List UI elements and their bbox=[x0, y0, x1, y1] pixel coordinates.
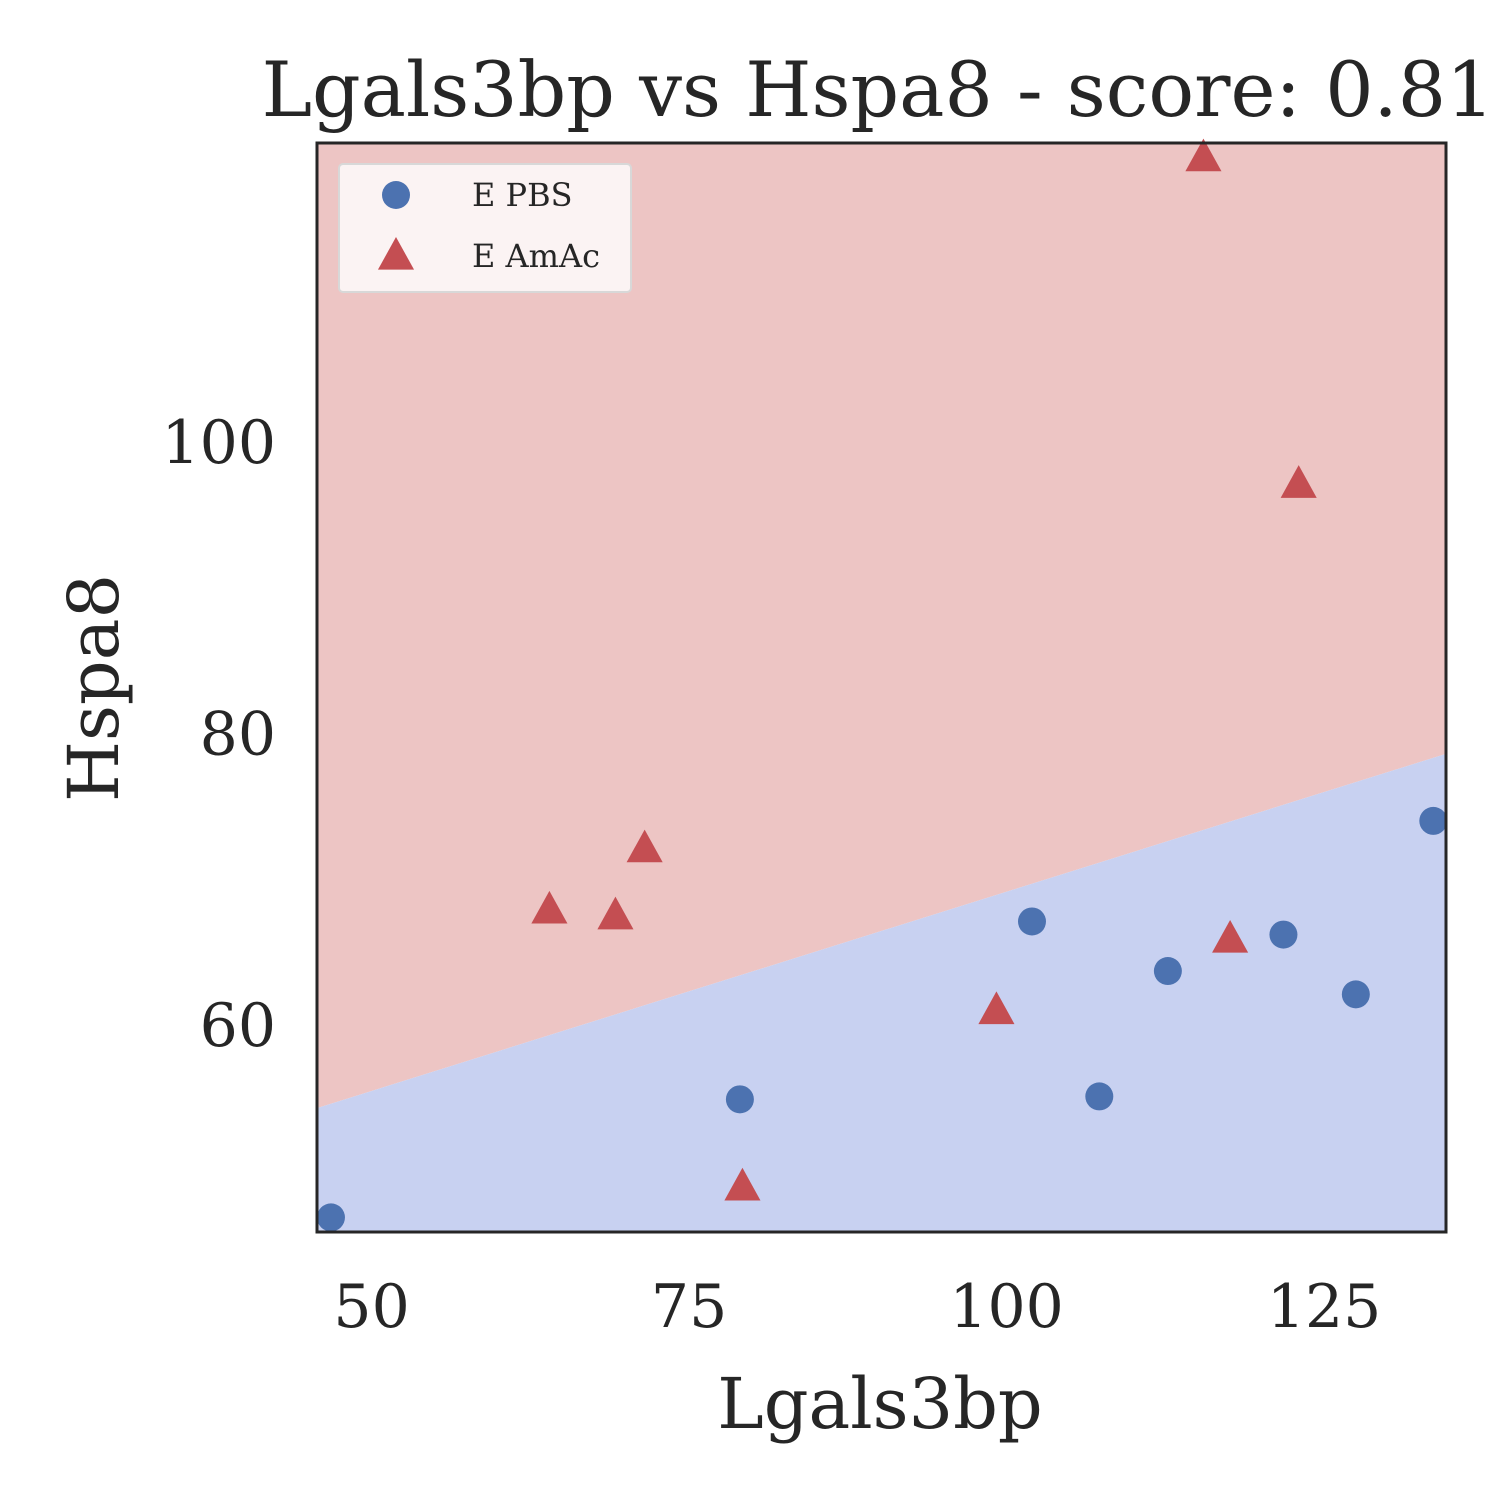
data-point-e-pbs bbox=[316, 1203, 345, 1232]
region-below-boundary bbox=[317, 753, 1446, 1232]
data-point-e-pbs bbox=[1085, 1082, 1114, 1111]
y-tick-label: 60 bbox=[200, 991, 276, 1061]
y-axis-ticks: 60 80 100 bbox=[161, 408, 276, 1061]
legend-box bbox=[338, 163, 632, 293]
chart-title: Lgals3bp vs Hspa8 - score: 0.81 bbox=[262, 45, 1495, 134]
data-point-e-amac bbox=[978, 991, 1015, 1025]
data-point-e-pbs bbox=[1153, 957, 1182, 986]
legend-marker-e-amac bbox=[377, 237, 415, 270]
x-tick-label: 100 bbox=[949, 1272, 1064, 1342]
data-point-e-amac bbox=[597, 896, 634, 930]
data-point-e-amac bbox=[531, 890, 568, 924]
legend-label-e-pbs: E PBS bbox=[472, 176, 573, 214]
y-tick-label: 80 bbox=[200, 699, 276, 769]
legend-marker-e-pbs bbox=[382, 181, 410, 209]
x-axis-ticks: 50 75 100 125 bbox=[333, 1272, 1381, 1342]
x-axis-label: Lgals3bp bbox=[717, 1363, 1043, 1445]
data-point-e-amac bbox=[1185, 138, 1222, 172]
data-point-e-amac bbox=[1280, 465, 1317, 498]
plot-frame bbox=[315, 141, 1448, 1234]
data-point-e-pbs bbox=[1341, 980, 1370, 1009]
legend: E PBS E AmAc bbox=[338, 163, 632, 293]
x-tick-label: 50 bbox=[333, 1272, 409, 1342]
legend-label-e-amac: E AmAc bbox=[472, 237, 600, 275]
data-point-e-pbs bbox=[725, 1085, 754, 1114]
y-axis-label: Hspa8 bbox=[53, 574, 135, 802]
data-point-e-pbs bbox=[1269, 920, 1298, 949]
data-point-e-pbs bbox=[1017, 907, 1046, 936]
y-tick-label: 100 bbox=[161, 408, 276, 478]
data-point-e-pbs bbox=[1419, 806, 1448, 835]
points-layer bbox=[316, 138, 1448, 1232]
data-point-e-amac bbox=[724, 1167, 761, 1201]
data-point-e-amac bbox=[1212, 919, 1249, 953]
x-tick-label: 75 bbox=[651, 1272, 727, 1342]
region-above-boundary bbox=[317, 143, 1446, 1109]
x-tick-label: 125 bbox=[1267, 1272, 1382, 1342]
data-point-e-amac bbox=[626, 829, 663, 863]
